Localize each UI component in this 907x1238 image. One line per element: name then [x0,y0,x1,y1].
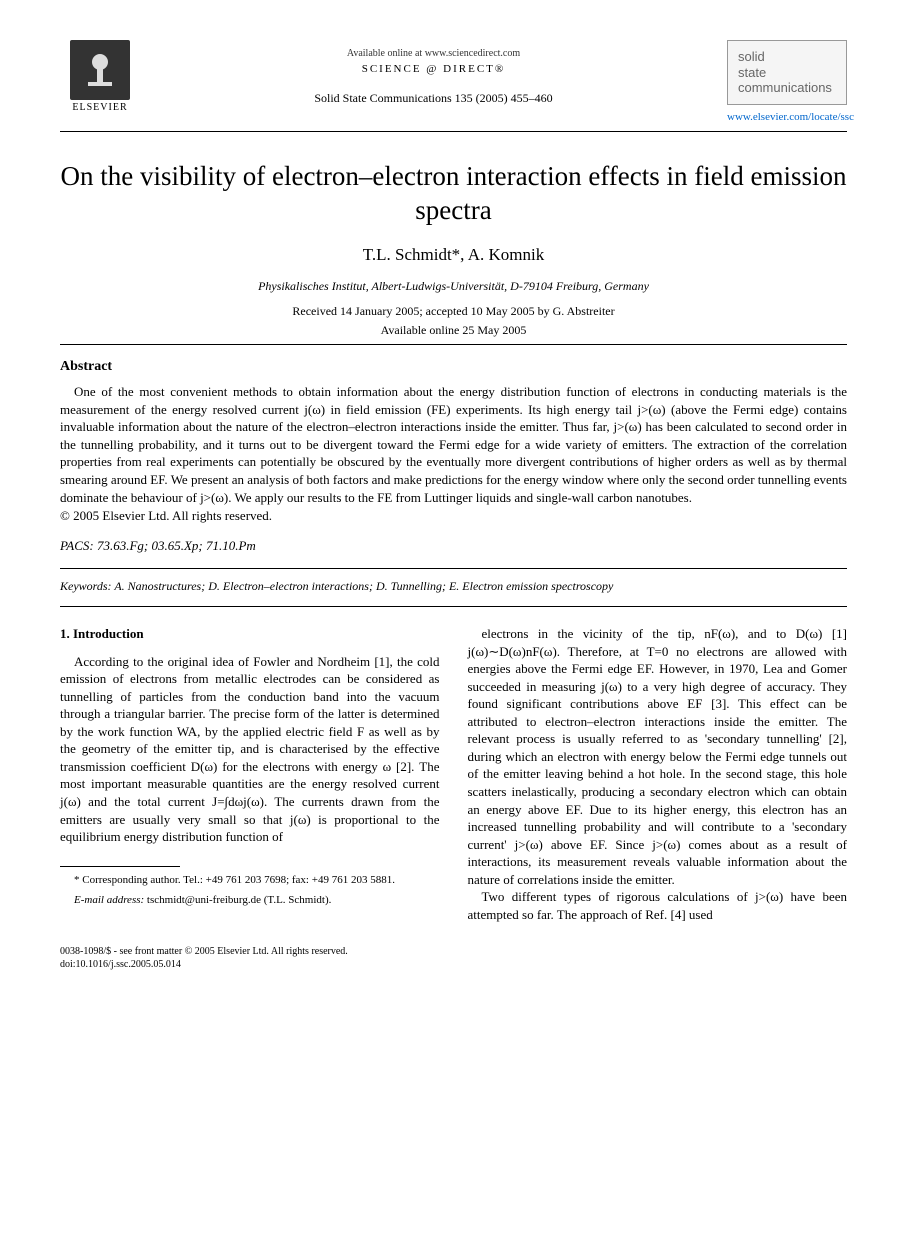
abstract-body: One of the most convenient methods to ob… [60,383,847,506]
doi-line: doi:10.1016/j.ssc.2005.05.014 [60,958,847,971]
footer: 0038-1098/$ - see front matter © 2005 El… [60,945,847,971]
footnote-rule [60,866,180,867]
divider-after-dates [60,344,847,345]
online-date: Available online 25 May 2005 [60,323,847,338]
section-1-para-1: According to the original idea of Fowler… [60,653,440,846]
journal-logo-block: solid state communications www.elsevier.… [727,40,847,123]
divider-top [60,131,847,132]
article-title: On the visibility of electron–electron i… [60,160,847,228]
publisher-logo: ELSEVIER [60,40,140,113]
journal-url[interactable]: www.elsevier.com/locate/ssc [727,111,847,123]
email-label: E-mail address: [74,894,144,906]
journal-name-2: state [738,65,836,81]
publisher-name: ELSEVIER [72,102,127,113]
header-row: ELSEVIER Available online at www.science… [60,40,847,123]
email-footnote: E-mail address: tschmidt@uni-freiburg.de… [60,893,440,908]
received-date: Received 14 January 2005; accepted 10 Ma… [60,304,847,319]
divider-after-keywords [60,606,847,607]
journal-reference: Solid State Communications 135 (2005) 45… [140,91,727,106]
body-columns: 1. Introduction According to the origina… [60,625,847,923]
col2-para-1: electrons in the vicinity of the tip, nF… [468,625,848,888]
corresponding-author-footnote: * Corresponding author. Tel.: +49 761 20… [60,873,440,887]
divider-after-pacs [60,568,847,569]
issn-line: 0038-1098/$ - see front matter © 2005 El… [60,945,847,958]
affiliation: Physikalisches Institut, Albert-Ludwigs-… [60,279,847,294]
section-1-heading: 1. Introduction [60,625,440,643]
journal-name-box: solid state communications [727,40,847,105]
column-left: 1. Introduction According to the origina… [60,625,440,923]
available-online-text: Available online at www.sciencedirect.co… [140,48,727,59]
elsevier-tree-icon [70,40,130,100]
center-header: Available online at www.sciencedirect.co… [140,40,727,106]
journal-name-3: communications [738,80,836,96]
column-right: electrons in the vicinity of the tip, nF… [468,625,848,923]
copyright: © 2005 Elsevier Ltd. All rights reserved… [60,508,847,524]
science-direct-text: SCIENCE @ DIRECT® [140,63,727,75]
col2-para-2: Two different types of rigorous calculat… [468,888,848,923]
journal-name-1: solid [738,49,836,65]
pacs-codes: PACS: 73.63.Fg; 03.65.Xp; 71.10.Pm [60,538,847,554]
abstract-heading: Abstract [60,359,847,375]
authors: T.L. Schmidt*, A. Komnik [60,245,847,265]
email-address: tschmidt@uni-freiburg.de (T.L. Schmidt). [147,894,331,906]
keywords: Keywords: A. Nanostructures; D. Electron… [60,579,847,594]
